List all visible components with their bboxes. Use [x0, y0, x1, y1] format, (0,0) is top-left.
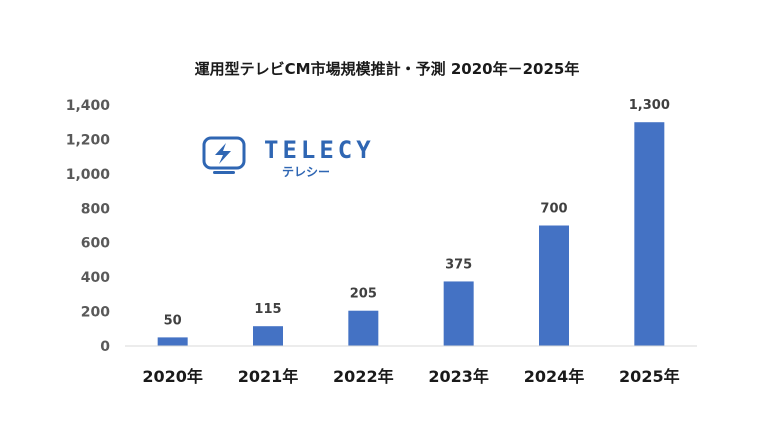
x-axis: 2020年 2021年 2022年 2023年 2024年 2025年: [142, 367, 679, 386]
data-label: 700: [540, 202, 567, 217]
bar: [634, 122, 665, 346]
logo-wordmark: TELECY: [264, 136, 375, 164]
y-tick-label: 400: [81, 270, 110, 286]
data-label: 115: [254, 302, 281, 317]
bar: [539, 225, 569, 346]
x-tick-label: 2021年: [238, 367, 299, 386]
x-tick-label: 2025年: [619, 367, 680, 386]
telecy-logo: TELECY テレシー: [202, 136, 375, 179]
y-tick-label: 800: [81, 201, 110, 217]
y-tick-label: 0: [100, 339, 110, 355]
y-tick-label: 600: [81, 236, 110, 252]
data-label: 205: [350, 287, 377, 302]
bar: [157, 337, 188, 346]
bar: [253, 326, 283, 346]
data-label: 375: [445, 257, 472, 272]
bars: [157, 122, 665, 346]
logo-subtitle: テレシー: [282, 165, 330, 179]
bar: [348, 310, 379, 346]
x-tick-label: 2024年: [524, 367, 585, 386]
x-tick-label: 2022年: [333, 367, 394, 386]
x-tick-label: 2023年: [428, 367, 489, 386]
bar: [443, 281, 474, 346]
y-tick-label: 1,200: [66, 132, 111, 148]
chart-title: 運用型テレビCM市場規模推計・予測 2020年－2025年: [194, 60, 580, 78]
data-label: 1,300: [629, 98, 670, 113]
data-label: 50: [164, 313, 182, 328]
data-labels: 50 115 205 375 700 1,300: [164, 98, 670, 328]
y-tick-label: 200: [81, 305, 110, 321]
tv-lightning-icon: [202, 136, 246, 174]
x-tick-label: 2020年: [142, 367, 203, 386]
y-tick-label: 1,400: [66, 98, 111, 114]
y-axis: 0 200 400 600 800 1,000 1,200 1,400: [66, 98, 111, 355]
y-tick-label: 1,000: [66, 167, 111, 183]
